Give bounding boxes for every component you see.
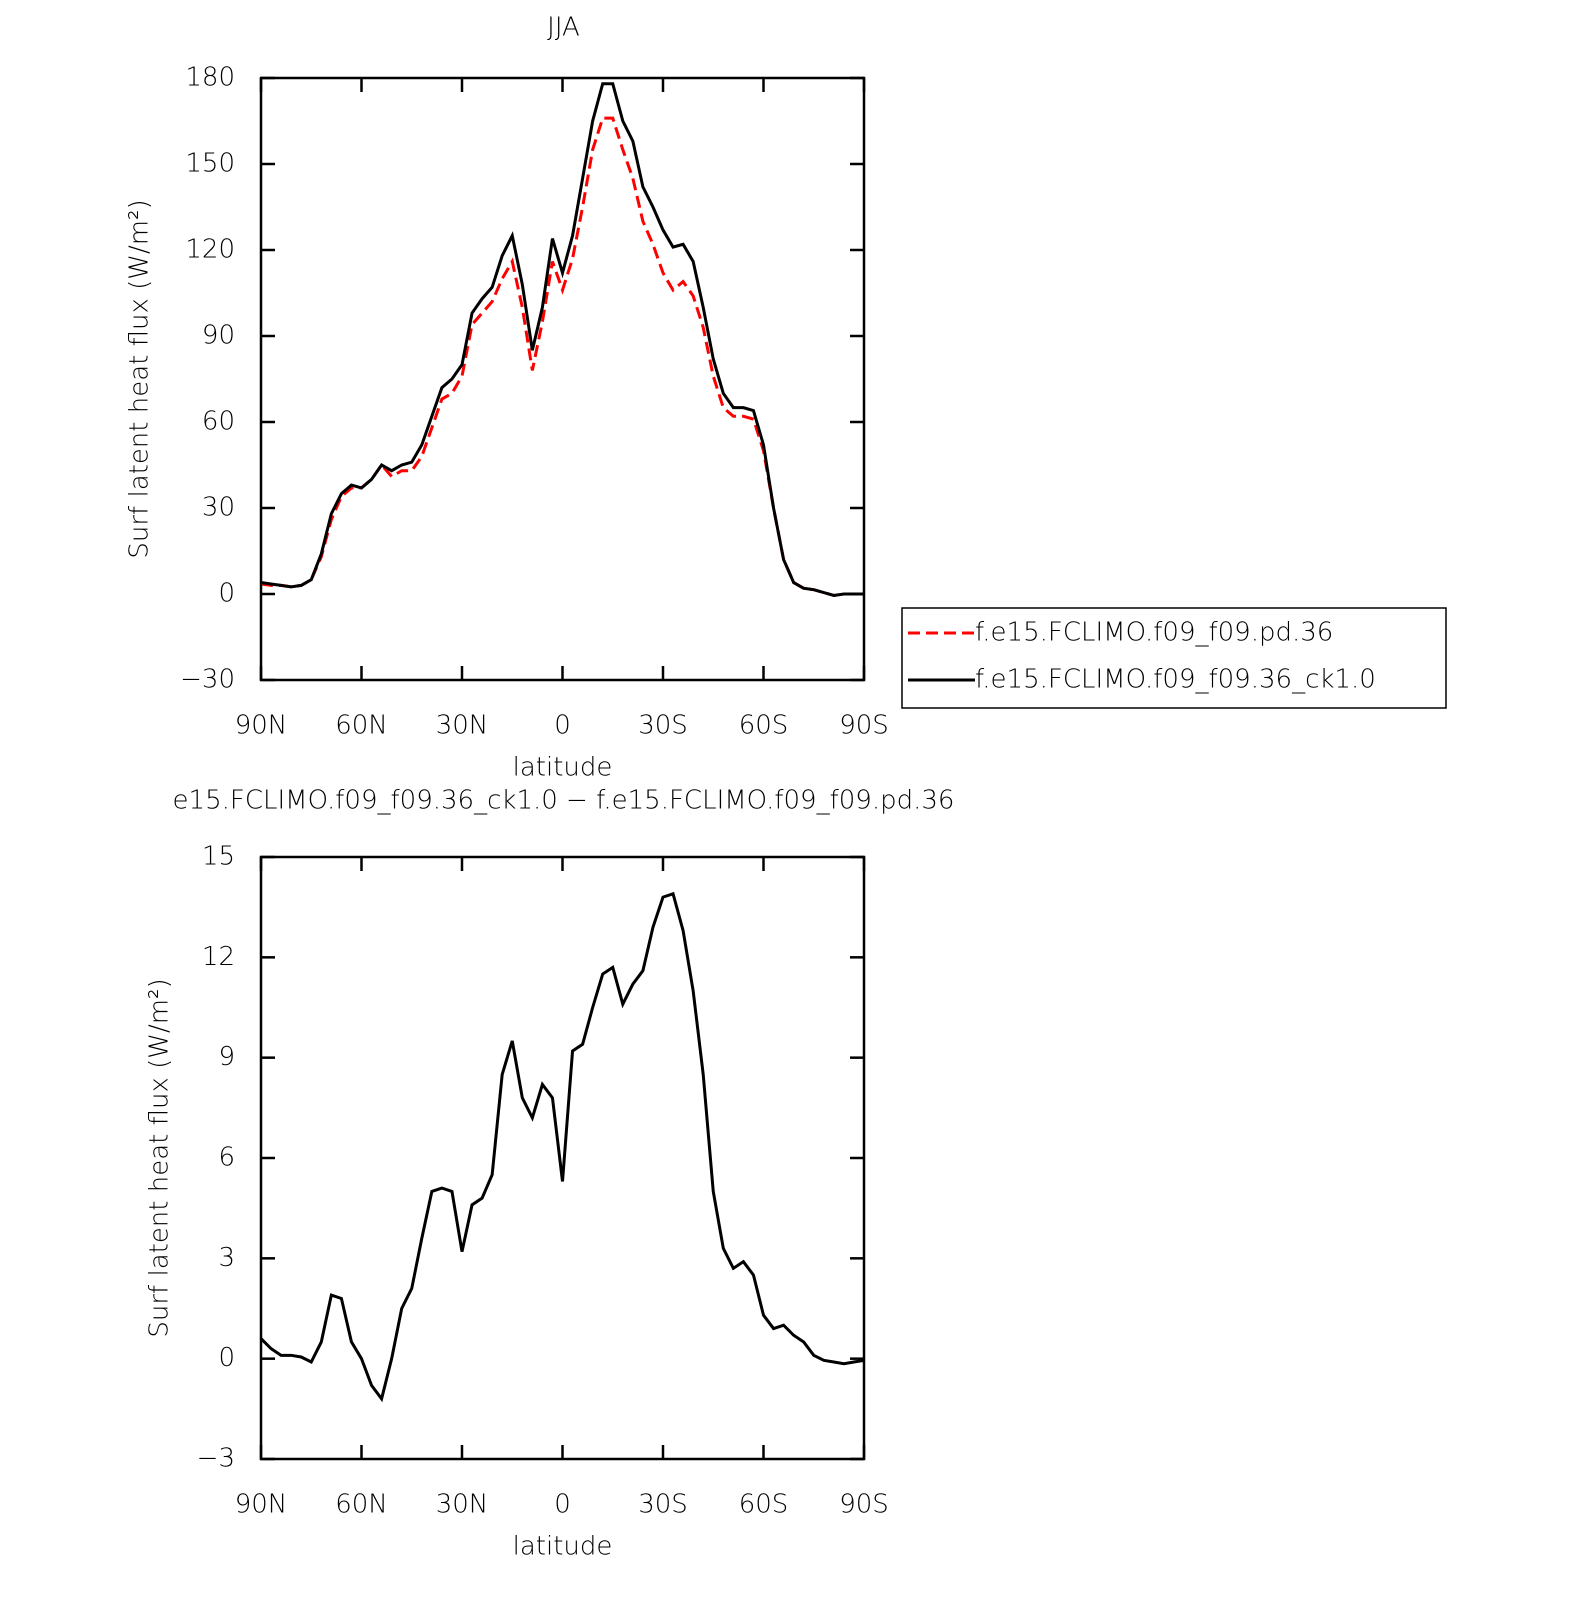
x-tick-label: 60N: [335, 1490, 388, 1520]
chart-panel: JJA −30 0 30 60 90 120 150 180 90N 60N 30N 0 30S 60S 90…: [125, 13, 889, 783]
y-tick-label: 0: [218, 1343, 235, 1373]
y-axis-label: Surf latent heat flux (W/m²): [125, 199, 155, 558]
y-tick-label: −3: [197, 1444, 235, 1474]
chart-title: JJA: [547, 13, 580, 43]
y-tick-label: 12: [202, 942, 235, 972]
y-tick-label: 90: [202, 321, 235, 351]
x-tick-label: 60N: [335, 711, 388, 741]
y-tick-label: 30: [202, 493, 235, 523]
y-tick-label: 180: [185, 63, 235, 93]
x-tick-label: 0: [554, 711, 571, 741]
x-tick-label: 60S: [739, 711, 789, 741]
legend-label: f.e15.FCLIMO.f09_f09.pd.36: [975, 618, 1333, 648]
y-tick-label: 3: [218, 1243, 235, 1273]
x-tick-label: 30N: [436, 1490, 489, 1520]
x-axis-label: latitude: [513, 1532, 613, 1562]
plot-area: [261, 891, 864, 1403]
y-tick-label: 0: [218, 579, 235, 609]
y-tick-label: 15: [202, 842, 235, 872]
y-tick-label: 120: [185, 235, 235, 265]
x-tick-label: 90S: [839, 711, 889, 741]
data-line: [261, 116, 864, 597]
chart-title: e15.FCLIMO.f09_f09.36_ck1.0 − f.e15.FCLI…: [173, 786, 955, 816]
chart-panel: e15.FCLIMO.f09_f09.36_ck1.0 − f.e15.FCLI…: [145, 786, 955, 1562]
plot-frame: [259, 76, 866, 682]
y-tick-label: −30: [180, 665, 235, 695]
x-axis-label: latitude: [513, 753, 613, 783]
data-line: [261, 82, 864, 597]
y-tick-label: 150: [185, 149, 235, 179]
y-axis-label: Surf latent heat flux (W/m²): [145, 978, 175, 1337]
x-tick-label: 90S: [839, 1490, 889, 1520]
plot-area: [261, 82, 864, 597]
legend-label: f.e15.FCLIMO.f09_f09.36_ck1.0: [975, 665, 1376, 695]
legend-box: [901, 607, 1447, 709]
x-tick-label: 90N: [235, 711, 288, 741]
x-tick-label: 30S: [638, 1490, 688, 1520]
y-tick-label: 60: [202, 407, 235, 437]
x-tick-label: 60S: [739, 1490, 789, 1520]
x-tick-label: 30N: [436, 711, 489, 741]
plot-frame: [259, 855, 866, 1461]
x-tick-label: 90N: [235, 1490, 288, 1520]
data-line: [261, 891, 864, 1403]
y-tick-label: 6: [218, 1143, 235, 1173]
x-tick-label: 30S: [638, 711, 688, 741]
y-tick-label: 9: [218, 1042, 235, 1072]
x-tick-label: 0: [554, 1490, 571, 1520]
